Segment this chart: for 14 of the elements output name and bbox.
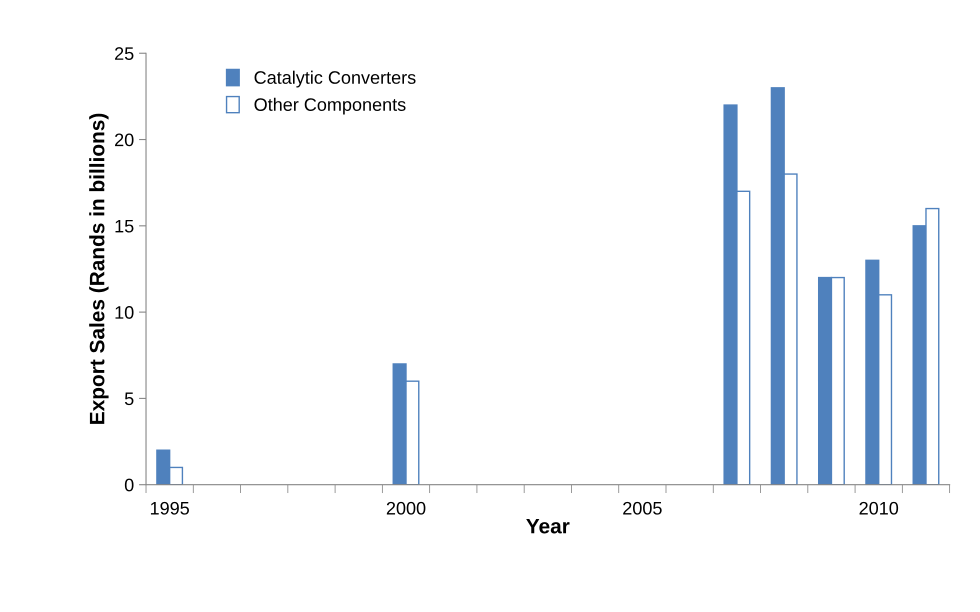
legend-label: Other Components xyxy=(254,98,406,115)
y-axis-title: Export Sales (Rands in billions) xyxy=(89,114,109,424)
y-tick-label: 10 xyxy=(116,306,134,319)
y-tick-label: 25 xyxy=(115,47,134,60)
legend-label: Catalytic Converters xyxy=(254,70,416,88)
x-tick-label: 1995 xyxy=(150,502,189,515)
y-tick-label: 5 xyxy=(124,392,134,406)
x-tick-label: 2005 xyxy=(623,502,662,515)
y-tick-label: 20 xyxy=(115,133,134,146)
x-tick-label: 2000 xyxy=(386,502,426,515)
y-tick-label: 15 xyxy=(116,220,134,233)
y-tick-label: 0 xyxy=(124,478,134,492)
x-tick-label: 2010 xyxy=(860,502,898,515)
x-axis-title: Year xyxy=(526,518,570,534)
